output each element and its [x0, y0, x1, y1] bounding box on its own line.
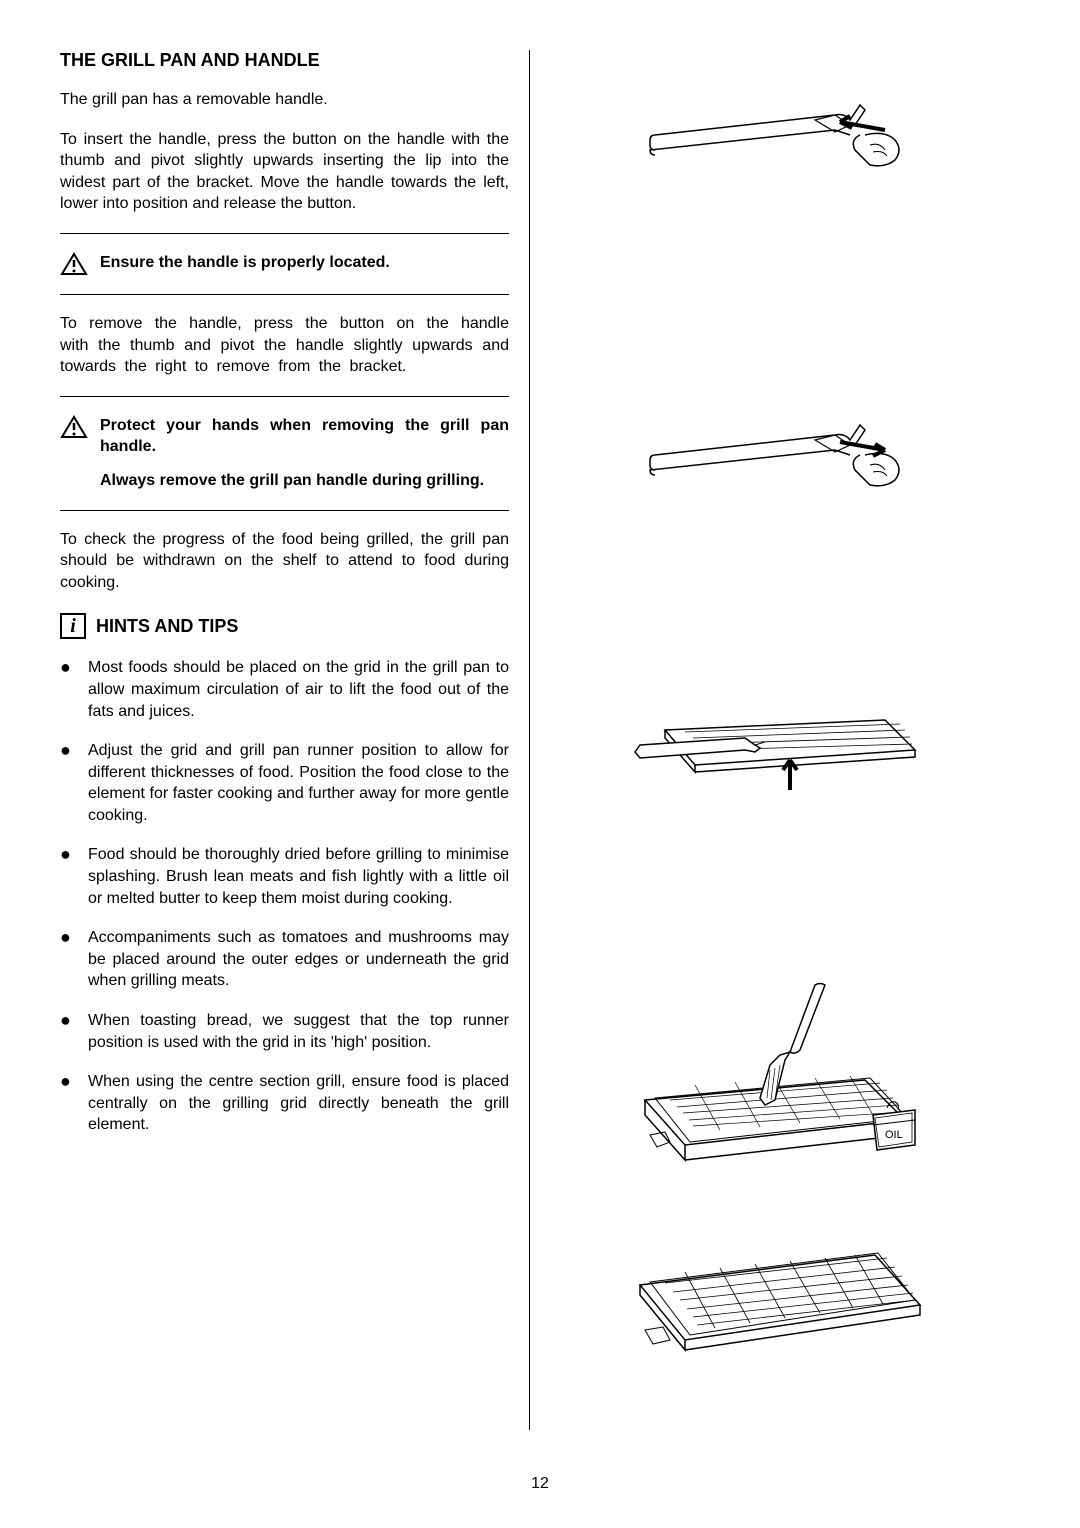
bullet-icon: ●	[60, 1010, 88, 1032]
warning-protect-text: Protect your hands when removing the gri…	[100, 415, 509, 458]
hint-text: Most foods should be placed on the grid …	[88, 657, 509, 722]
hint-text: Accompaniments such as tomatoes and mush…	[88, 927, 509, 992]
list-item: ● When toasting bread, we suggest that t…	[60, 1010, 509, 1053]
remove-instructions: To remove the handle, press the button o…	[60, 313, 509, 378]
page-number: 12	[531, 1475, 549, 1493]
bullet-icon: ●	[60, 740, 88, 762]
divider	[60, 294, 509, 295]
list-item: ● Most foods should be placed on the gri…	[60, 657, 509, 722]
bullet-icon: ●	[60, 844, 88, 866]
info-icon: i	[60, 613, 86, 639]
intro-text: The grill pan has a removable handle.	[60, 89, 509, 111]
divider	[60, 396, 509, 397]
check-progress-text: To check the progress of the food being …	[60, 529, 509, 594]
warning-icon	[60, 252, 88, 276]
bullet-icon: ●	[60, 927, 88, 949]
hints-title: HINTS AND TIPS	[96, 616, 238, 637]
illustration-insert-handle	[635, 80, 915, 190]
warning-located-row: Ensure the handle is properly located.	[60, 252, 509, 276]
hint-text: Adjust the grid and grill pan runner pos…	[88, 740, 509, 826]
hint-text: Food should be thoroughly dried before g…	[88, 844, 509, 909]
illustration-remove-handle	[635, 400, 915, 510]
oil-label: OIL	[885, 1129, 903, 1141]
warning-located-text: Ensure the handle is properly located.	[100, 252, 390, 274]
hint-text: When using the centre section grill, ens…	[88, 1071, 509, 1136]
hint-text: When toasting bread, we suggest that the…	[88, 1010, 509, 1053]
list-item: ● When using the centre section grill, e…	[60, 1071, 509, 1136]
hints-header: i HINTS AND TIPS	[60, 613, 509, 639]
illustration-brush-oil: OIL	[615, 970, 935, 1170]
warning-protect-row: Protect your hands when removing the gri…	[60, 415, 509, 458]
warning-remove-text: Always remove the grill pan handle durin…	[100, 470, 509, 492]
section-title: THE GRILL PAN AND HANDLE	[60, 50, 509, 71]
list-item: ● Adjust the grid and grill pan runner p…	[60, 740, 509, 826]
illustration-grill-grid	[615, 1220, 935, 1360]
bullet-icon: ●	[60, 1071, 88, 1093]
insert-instructions: To insert the handle, press the button o…	[60, 129, 509, 215]
list-item: ● Food should be thoroughly dried before…	[60, 844, 509, 909]
list-item: ● Accompaniments such as tomatoes and mu…	[60, 927, 509, 992]
right-column: OIL	[560, 50, 990, 1430]
left-column: THE GRILL PAN AND HANDLE The grill pan h…	[60, 50, 530, 1430]
bullet-icon: ●	[60, 657, 88, 679]
hints-list: ● Most foods should be placed on the gri…	[60, 657, 509, 1136]
warning-icon	[60, 415, 88, 439]
divider	[60, 233, 509, 234]
illustration-pan-top	[625, 690, 925, 810]
divider	[60, 510, 509, 511]
